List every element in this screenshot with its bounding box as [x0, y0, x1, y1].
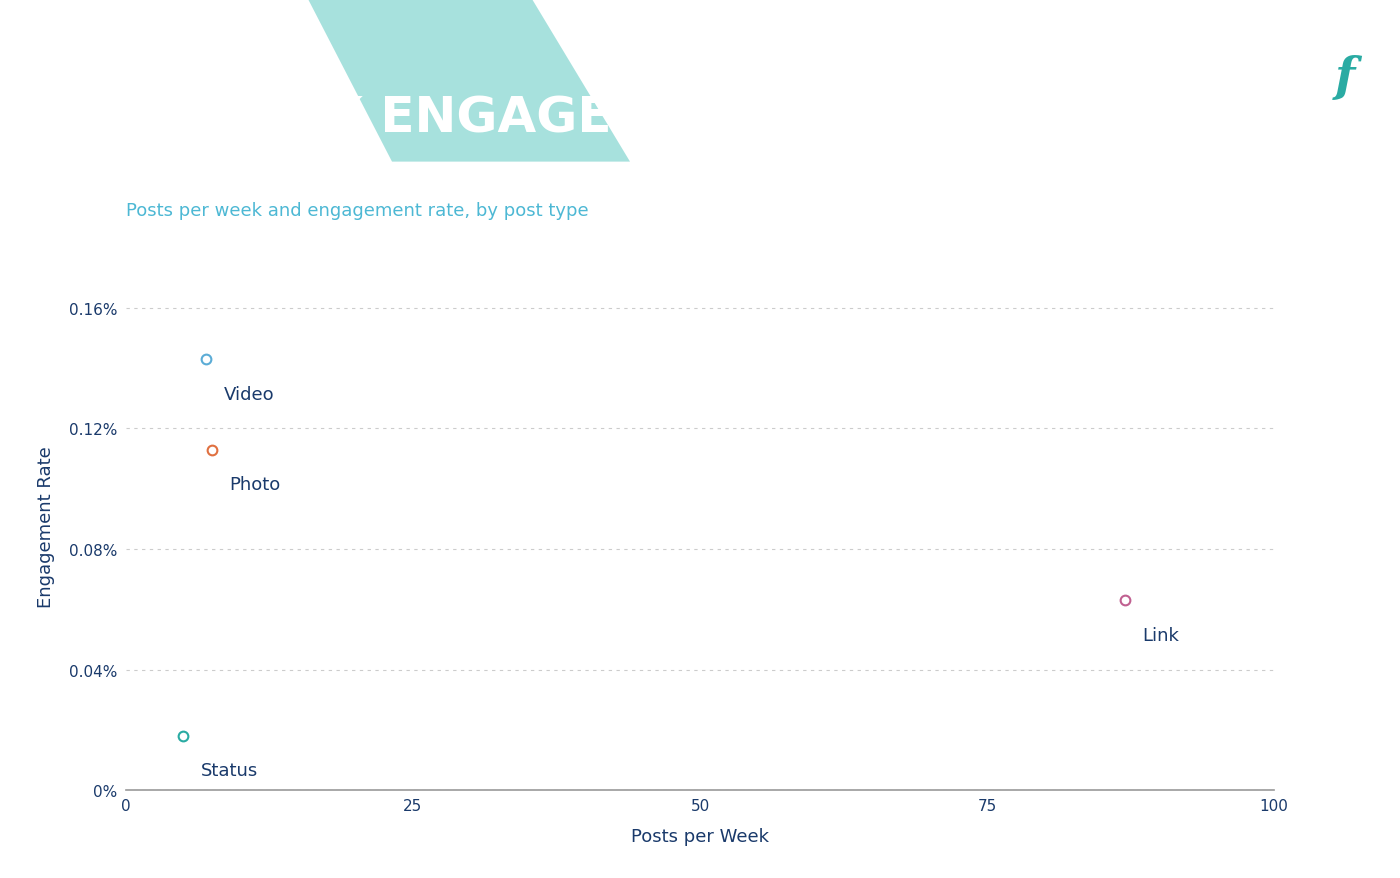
Text: Status: Status: [200, 761, 258, 780]
Text: Video: Video: [224, 385, 274, 403]
Y-axis label: Engagement Rate: Engagement Rate: [38, 446, 55, 608]
FancyBboxPatch shape: [1280, 13, 1400, 149]
Text: f: f: [1334, 55, 1355, 101]
Text: FACEBOOK ENGAGEMENT: FACEBOOK ENGAGEMENT: [63, 94, 771, 142]
Text: Posts per week and engagement rate, by post type: Posts per week and engagement rate, by p…: [126, 202, 588, 220]
Text: Photo: Photo: [230, 476, 280, 493]
X-axis label: Posts per Week: Posts per Week: [631, 827, 769, 846]
Text: MEDIA:: MEDIA:: [63, 36, 210, 69]
Text: Link: Link: [1142, 626, 1179, 644]
Polygon shape: [308, 0, 630, 162]
